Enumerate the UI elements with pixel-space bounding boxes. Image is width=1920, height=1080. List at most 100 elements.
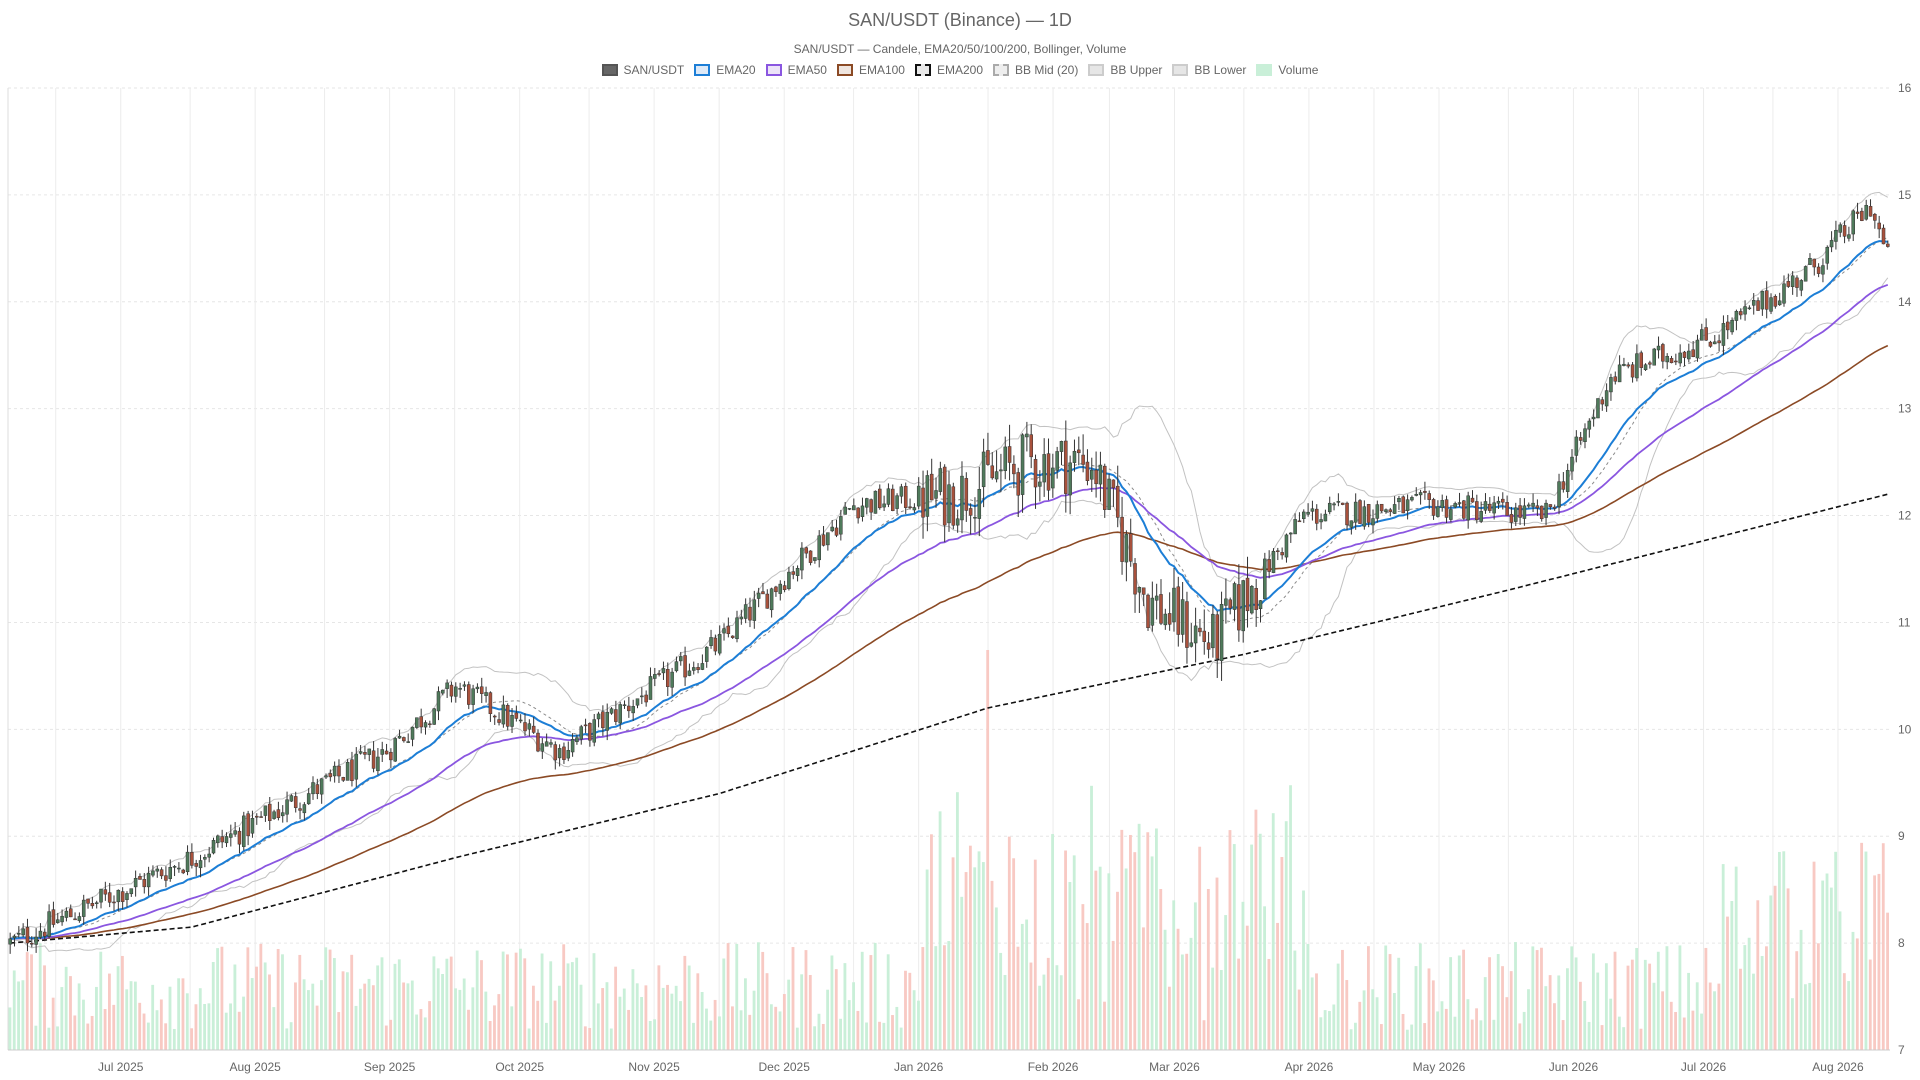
volume-bar xyxy=(1263,906,1266,1050)
candle-body xyxy=(895,495,899,509)
candle-body xyxy=(1120,516,1124,562)
candle-body xyxy=(233,830,237,835)
candle-body xyxy=(47,911,51,937)
candle-body xyxy=(315,784,320,794)
candle xyxy=(164,866,168,888)
volume-bar xyxy=(1362,990,1366,1050)
candle xyxy=(190,843,194,869)
candle-body xyxy=(968,508,973,516)
y-tick-label: 7 xyxy=(1898,1043,1905,1057)
candle xyxy=(1189,623,1194,648)
volume-bar xyxy=(25,952,29,1050)
legend-swatch-ema50 xyxy=(765,64,782,76)
legend-label-volume: Volume xyxy=(1278,63,1319,77)
candle xyxy=(1531,493,1535,513)
volume-bar xyxy=(523,958,527,1050)
volume-bar xyxy=(692,1022,695,1050)
candle-body xyxy=(1635,353,1639,379)
candle xyxy=(1401,495,1406,514)
volume-bar xyxy=(21,980,25,1050)
candle-body xyxy=(17,933,21,935)
candle-body xyxy=(1020,434,1025,495)
candle xyxy=(1211,605,1215,658)
candle xyxy=(1115,465,1120,528)
volume-bar xyxy=(774,1006,778,1050)
candle xyxy=(363,745,367,760)
volume-bar xyxy=(116,966,120,1050)
volume-bar xyxy=(337,1012,341,1050)
candle-body xyxy=(1799,280,1804,291)
volume-bar xyxy=(1012,858,1016,1050)
candle xyxy=(908,498,912,510)
volume-bar xyxy=(133,981,137,1050)
volume-bar xyxy=(553,1000,557,1050)
legend-item-bb_lower[interactable]: BB Lower xyxy=(1172,63,1246,77)
candle-body xyxy=(255,815,259,818)
volume-bar xyxy=(1704,947,1708,1050)
candle xyxy=(1133,558,1137,613)
legend-item-ema50[interactable]: EMA50 xyxy=(765,63,827,77)
legend-item-ema20[interactable]: EMA20 xyxy=(694,63,756,77)
volume-bar xyxy=(752,990,756,1050)
candle xyxy=(821,526,826,547)
candle xyxy=(1310,500,1315,521)
candle xyxy=(856,507,860,524)
volume-bar xyxy=(1371,989,1375,1050)
volume-bar xyxy=(64,966,68,1050)
volume-bar xyxy=(1397,957,1401,1050)
volume-bar xyxy=(1388,954,1392,1050)
candle xyxy=(947,470,951,532)
legend-item-bb_upper[interactable]: BB Upper xyxy=(1088,63,1162,77)
volume-bar xyxy=(1739,968,1742,1050)
candle-body xyxy=(138,876,142,880)
legend-item-volume[interactable]: Volume xyxy=(1256,63,1318,77)
candle-body xyxy=(566,750,571,759)
volume-bar xyxy=(1163,929,1167,1050)
volume-bar xyxy=(977,851,981,1050)
x-tick-label: Feb 2026 xyxy=(1028,1060,1079,1074)
candle-body xyxy=(1808,257,1812,265)
candle xyxy=(575,734,579,745)
volume-bar xyxy=(813,1026,817,1050)
volume-bar xyxy=(1124,868,1128,1050)
candle-body xyxy=(259,816,263,818)
candle-body xyxy=(1392,504,1397,514)
candle-body xyxy=(977,488,982,519)
candle xyxy=(1462,499,1466,521)
candle-body xyxy=(1691,349,1695,358)
volume-bar xyxy=(90,1015,94,1050)
volume-bar xyxy=(1392,993,1396,1050)
legend-item-candles[interactable]: SAN/USDT xyxy=(601,63,684,77)
candle xyxy=(1090,457,1094,492)
volume-bar xyxy=(735,943,739,1050)
candle xyxy=(518,714,523,724)
candle xyxy=(1609,373,1613,401)
candle xyxy=(657,670,661,677)
candle xyxy=(168,859,173,882)
candle-body xyxy=(1669,358,1674,364)
volume-bar xyxy=(943,945,946,1050)
y-tick-label: 12 xyxy=(1898,509,1912,523)
candle-body xyxy=(181,869,185,874)
candle-body xyxy=(1570,456,1574,472)
legend-item-bb_mid[interactable]: BB Mid (20) xyxy=(993,63,1078,77)
candle xyxy=(1250,585,1254,615)
volume-bar xyxy=(964,872,968,1050)
legend-item-ema200[interactable]: EMA200 xyxy=(914,63,983,77)
candle xyxy=(1838,222,1843,238)
volume-bar xyxy=(1808,982,1812,1050)
candle xyxy=(1431,497,1436,520)
volume-bar xyxy=(536,1000,540,1050)
bollinger-bands xyxy=(9,191,1889,952)
volume-bar xyxy=(1358,1001,1362,1050)
candle-body xyxy=(1639,352,1643,368)
volume-bar xyxy=(1483,977,1487,1050)
volume-bar xyxy=(185,993,189,1050)
legend-item-ema100[interactable]: EMA100 xyxy=(836,63,905,77)
volume-bar xyxy=(298,954,302,1050)
candle-body xyxy=(194,863,198,867)
candle xyxy=(445,679,449,698)
candle xyxy=(683,646,687,686)
candle-body xyxy=(648,676,653,700)
